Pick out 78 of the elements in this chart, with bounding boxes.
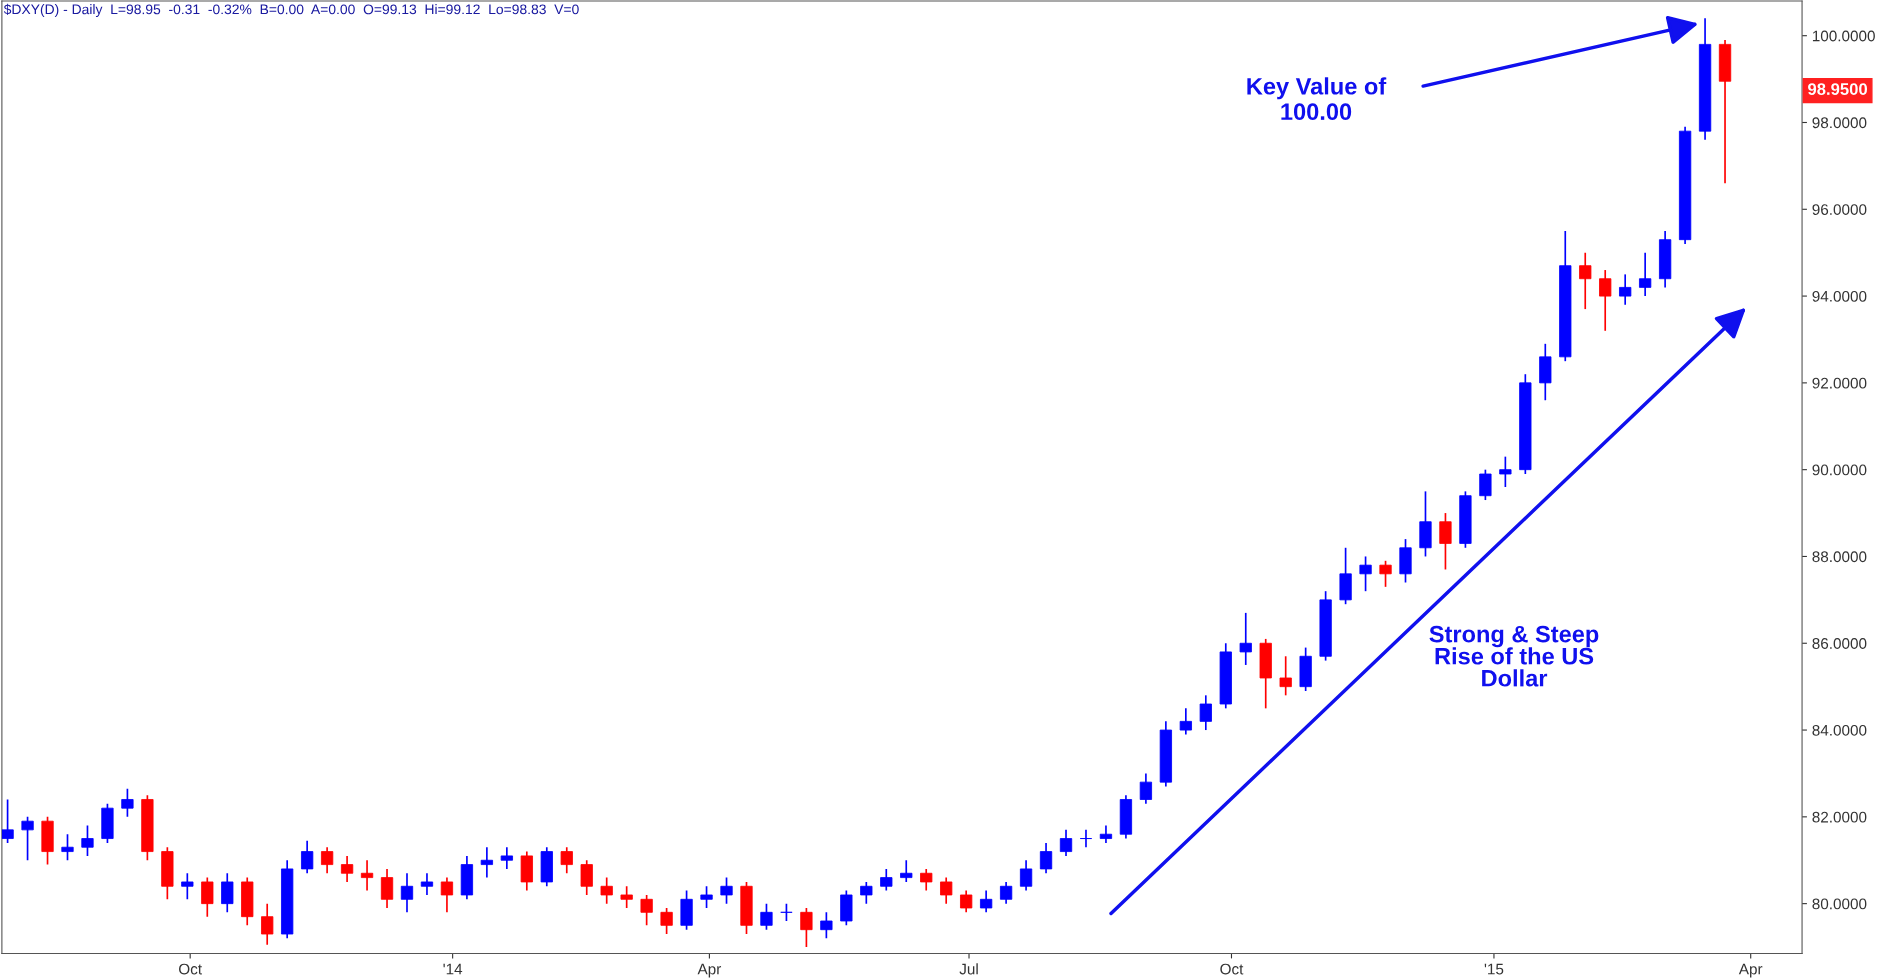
candlestick <box>700 885 713 909</box>
x-tick-label: Jul <box>959 963 978 975</box>
candlestick <box>81 824 94 857</box>
y-tick-label: 92.0000 <box>1812 377 1867 389</box>
candlestick <box>1019 859 1033 892</box>
y-tick-label: 82.0000 <box>1812 811 1867 823</box>
candlestick <box>400 872 414 914</box>
x-tick-label: '14 <box>443 963 463 975</box>
candlestick <box>1479 468 1492 501</box>
y-tick-label: 80.0000 <box>1812 898 1867 910</box>
candlestick <box>1279 655 1292 697</box>
candlestick <box>1139 772 1153 805</box>
candlestick <box>960 889 973 914</box>
candlestick <box>600 876 613 905</box>
candlestick <box>900 859 913 883</box>
x-tick-label: Apr <box>1738 963 1763 978</box>
candlestick <box>1199 694 1212 731</box>
y-tick-label: 98.0000 <box>1812 117 1867 129</box>
candlestick <box>580 859 593 896</box>
candlestick <box>1379 559 1392 588</box>
candlestick <box>1359 555 1372 593</box>
annotation: Strong & Steep Rise of the US Dollar <box>1429 625 1599 687</box>
candlestick <box>380 868 394 909</box>
candlestick <box>1239 612 1252 666</box>
candlestick <box>1639 251 1652 297</box>
x-tick-label: Apr <box>697 963 722 978</box>
candlestick <box>820 911 833 940</box>
candlestick <box>880 868 893 892</box>
candlestick <box>920 868 933 892</box>
candlestick <box>261 902 274 946</box>
candlestick <box>800 907 813 948</box>
candlestick <box>999 881 1013 905</box>
candlestick <box>1599 269 1612 332</box>
x-tick-label: Oct <box>1220 963 1244 975</box>
candlestick <box>660 907 673 935</box>
candlestick <box>980 889 993 914</box>
candlestick <box>1499 455 1512 488</box>
candlestick <box>760 902 773 931</box>
candlestick <box>620 885 633 909</box>
candlestick <box>1579 251 1592 310</box>
x-tick-label: '15 <box>1484 963 1504 975</box>
candlestick <box>560 846 573 875</box>
candlestick <box>320 846 334 875</box>
y-tick-label: 84.0000 <box>1812 724 1867 736</box>
x-tick-label: Oct <box>179 963 202 975</box>
y-tick-label: 96.0000 <box>1812 204 1867 215</box>
candlestick <box>500 846 513 870</box>
candlestick <box>1079 829 1093 849</box>
candlestick <box>480 846 493 879</box>
y-tick-label: 88.0000 <box>1812 551 1867 563</box>
candlestick <box>860 881 873 905</box>
text: 98.9500 <box>1808 83 1868 95</box>
candlestick <box>301 839 314 875</box>
y-tick-label: 90.0000 <box>1812 464 1867 476</box>
y-tick-label: 94.0000 <box>1812 290 1867 302</box>
candlestick <box>420 872 434 896</box>
y-tick-label: 86.0000 <box>1812 638 1867 649</box>
candlestick <box>21 816 34 862</box>
candlestick <box>181 872 194 901</box>
candlestick <box>1179 707 1192 736</box>
candlestick <box>720 876 733 905</box>
candlestick <box>440 876 454 914</box>
candlestick <box>1059 829 1073 857</box>
candlestick <box>360 859 374 892</box>
candlestick <box>1439 512 1452 571</box>
candlestick <box>221 872 234 914</box>
candlestick <box>1619 273 1632 306</box>
candlestick <box>340 855 354 883</box>
candlestick <box>640 894 653 927</box>
y-tick-label: 100.0000 <box>1812 30 1875 42</box>
annotation: Key Value of 100.00 <box>1247 77 1387 121</box>
candlestick <box>1039 842 1053 875</box>
candlestick <box>201 876 214 918</box>
candlestick <box>1 798 14 844</box>
candlestick <box>61 833 74 862</box>
candlestick <box>940 876 953 905</box>
candlestick <box>121 787 134 818</box>
annotation: $DXY(D) - Daily L=98.95 -0.31 -0.32% B=0.00 A=0.00 O=99.13 Hi=99.12 Lo=98.83 V=0 <box>3 3 579 17</box>
